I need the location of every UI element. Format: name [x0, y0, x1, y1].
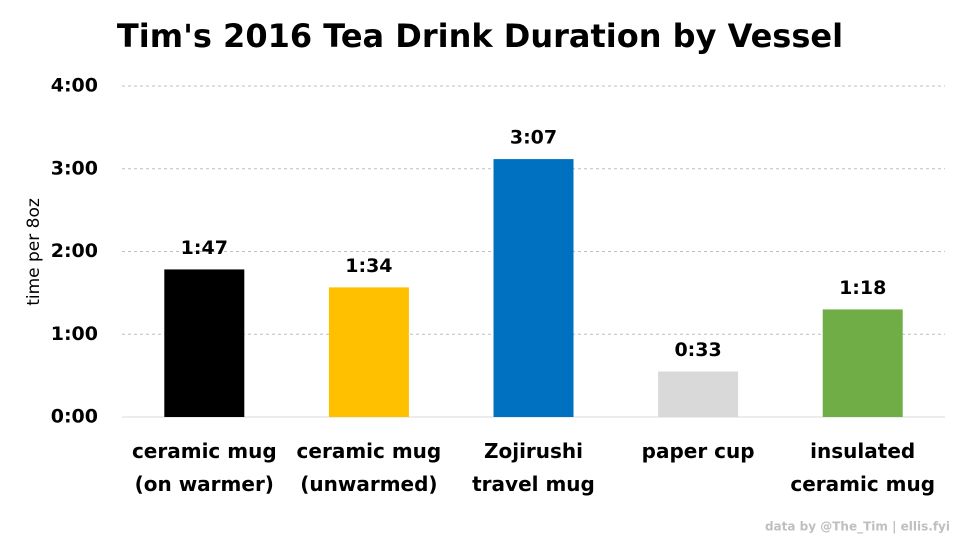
data-label: 1:18 — [839, 277, 886, 299]
y-tick-label: 4:00 — [51, 75, 98, 97]
data-label: 1:47 — [181, 237, 228, 259]
bar — [493, 159, 574, 418]
x-tick-label: ceramic mug (on warmer) — [132, 439, 277, 496]
y-tick-label: 1:00 — [51, 323, 98, 345]
y-tick-label: 0:00 — [51, 406, 98, 428]
y-axis-label: time per 8oz — [24, 198, 44, 306]
source-note: data by @The_Tim | ellis.fyi — [765, 520, 950, 535]
bar — [822, 309, 903, 417]
x-tick-label: insulated ceramic mug — [790, 439, 935, 496]
bar — [658, 371, 739, 417]
y-tick-label: 3:00 — [51, 157, 98, 179]
bar — [164, 269, 245, 417]
data-label: 1:34 — [345, 255, 392, 277]
x-tick-label: paper cup — [642, 439, 755, 463]
x-tick-label: ceramic mug (unwarmed) — [297, 439, 442, 496]
chart-title: Tim's 2016 Tea Drink Duration by Vessel — [117, 17, 843, 55]
bar — [328, 287, 409, 417]
data-label: 0:33 — [674, 339, 721, 361]
y-tick-label: 2:00 — [51, 240, 98, 262]
data-label: 3:07 — [510, 127, 557, 149]
x-tick-label: Zojirushi travel mug — [472, 439, 595, 496]
